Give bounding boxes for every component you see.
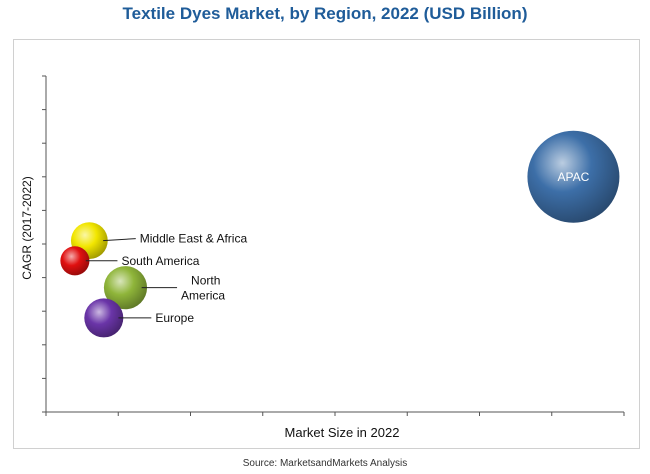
chart-title: Textile Dyes Market, by Region, 2022 (US…	[122, 4, 528, 23]
chart-frame: APAC Middle East & Africa South America Nor…	[13, 39, 640, 449]
leader-line-middle-east-and-africa	[103, 238, 136, 242]
source-note: Source: MarketsandMarkets Analysis	[242, 458, 408, 469]
bubble-south-america	[60, 246, 90, 276]
bubble-label-south-america: South America	[121, 254, 199, 268]
bubble-europe	[84, 298, 124, 338]
x-axis-label: Market Size in 2022	[285, 425, 400, 440]
bubbles	[60, 130, 620, 338]
bubble-chart: APAC Middle East & Africa South America Nor…	[20, 75, 625, 440]
bubble-north-america	[103, 266, 148, 310]
bubble-label-apac: APAC	[558, 170, 590, 184]
bubble-labels: APAC Middle East & Africa South America Nor…	[85, 170, 590, 325]
axes	[42, 75, 625, 416]
bubble-apac	[527, 130, 620, 223]
bubble-label-north-america: North America	[181, 274, 225, 303]
bubble-label-middle-east-and-africa: Middle East & Africa	[140, 232, 248, 246]
bubble-label-europe: Europe	[155, 311, 194, 325]
y-axis-label: CAGR (2017-2022)	[20, 176, 34, 279]
